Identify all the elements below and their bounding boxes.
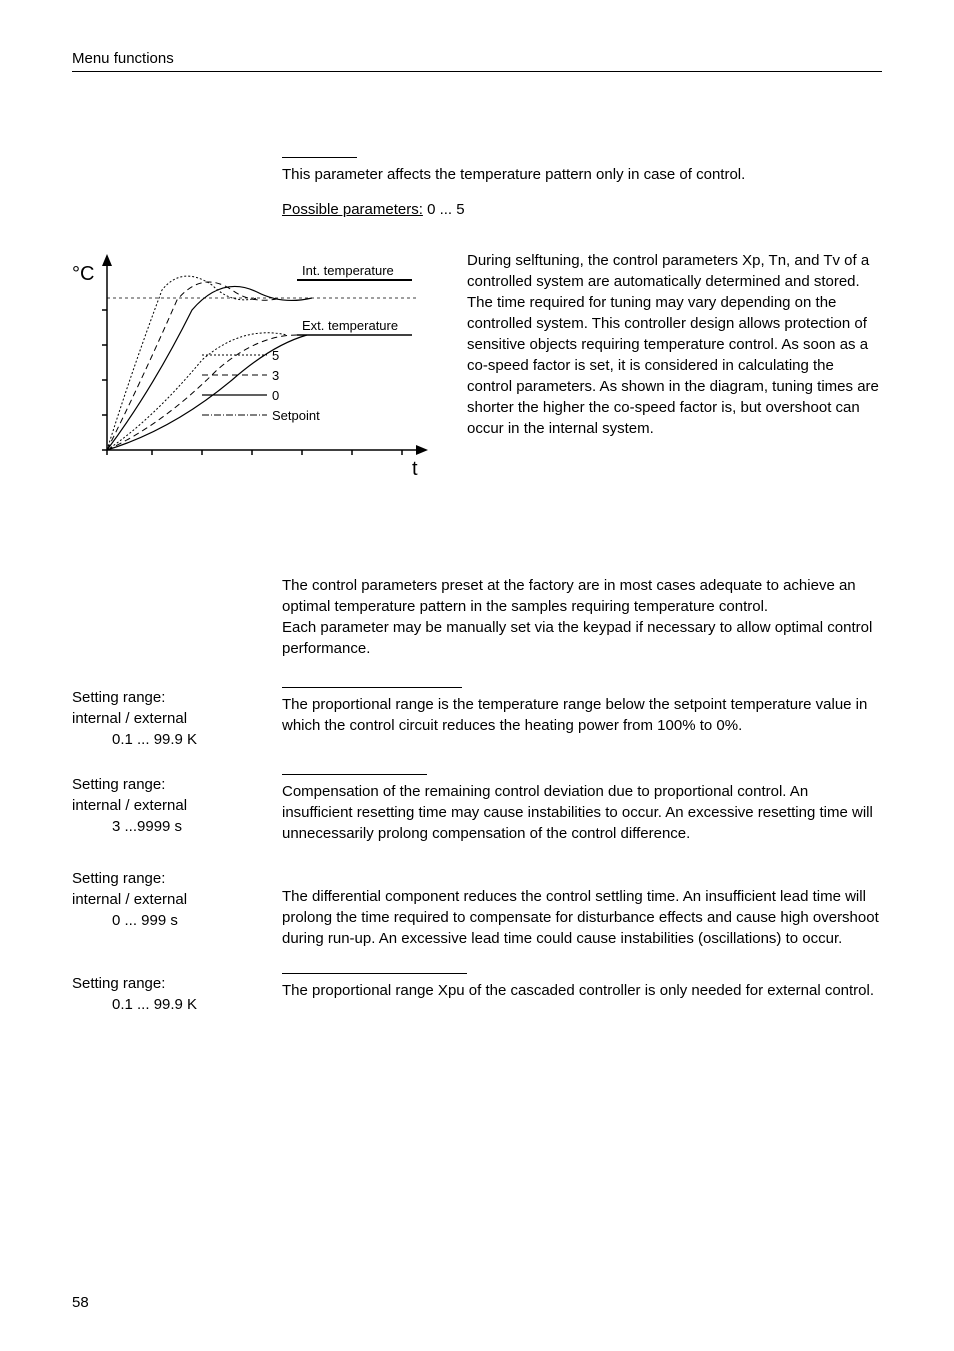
svg-text:°C: °C	[72, 263, 94, 285]
param-divider	[282, 687, 462, 688]
param-row: Setting range:internal / external0 ... 9…	[72, 868, 882, 949]
param-text: The proportional range is the temperatur…	[282, 694, 882, 736]
param-row: Setting range:0.1 ... 99.9 KThe proporti…	[72, 973, 882, 1015]
param-label-line2: internal / external	[72, 708, 282, 729]
intro-text: This parameter affects the temperature p…	[282, 164, 882, 185]
params-intro: The control parameters preset at the fac…	[282, 575, 882, 659]
param-content: Compensation of the remaining control de…	[282, 774, 882, 844]
param-label-line3: 0 ... 999 s	[72, 910, 282, 931]
possible-params-value: 0 ... 5	[423, 201, 465, 218]
intro-section: This parameter affects the temperature p…	[282, 157, 882, 220]
param-label-line1: Setting range:	[72, 687, 282, 708]
param-label-line3: 0.1 ... 99.9 K	[72, 729, 282, 750]
param-spacer	[282, 868, 882, 886]
possible-params-label: Possible parameters:	[282, 201, 423, 218]
chart: °C t Int. temperature Ext. temperature 5…	[72, 250, 442, 490]
param-divider	[282, 774, 427, 775]
params-intro-block: The control parameters preset at the fac…	[72, 575, 882, 659]
param-label-line2: internal / external	[72, 889, 282, 910]
svg-text:0: 0	[272, 388, 279, 403]
param-label: Setting range:internal / external0 ... 9…	[72, 868, 282, 949]
param-label: Setting range:internal / external0.1 ...…	[72, 687, 282, 750]
intro-divider	[282, 157, 357, 158]
param-label-line3: 0.1 ... 99.9 K	[72, 994, 282, 1015]
param-label: Setting range:internal / external3 ...99…	[72, 774, 282, 844]
chart-description: During selftuning, the control parameter…	[442, 250, 882, 490]
chart-row: °C t Int. temperature Ext. temperature 5…	[72, 250, 882, 490]
param-label: Setting range:0.1 ... 99.9 K	[72, 973, 282, 1015]
param-text: The proportional range Xpu of the cascad…	[282, 980, 882, 1001]
page-number: 58	[72, 1294, 89, 1311]
param-label-line1: Setting range:	[72, 868, 282, 889]
param-content: The proportional range is the temperatur…	[282, 687, 882, 750]
svg-text:t: t	[412, 458, 418, 480]
param-text: Compensation of the remaining control de…	[282, 781, 882, 844]
svg-text:3: 3	[272, 368, 279, 383]
param-label-line2: internal / external	[72, 795, 282, 816]
possible-params: Possible parameters: 0 ... 5	[282, 199, 882, 220]
param-label-line1: Setting range:	[72, 774, 282, 795]
param-content: The proportional range Xpu of the cascad…	[282, 973, 882, 1015]
header: Menu functions	[72, 50, 882, 72]
param-row: Setting range:internal / external3 ...99…	[72, 774, 882, 844]
svg-text:Int. temperature: Int. temperature	[302, 263, 394, 278]
param-text: The differential component reduces the c…	[282, 886, 882, 949]
svg-text:Setpoint: Setpoint	[272, 408, 320, 423]
param-content: The differential component reduces the c…	[282, 868, 882, 949]
param-divider	[282, 973, 467, 974]
svg-text:Ext. temperature: Ext. temperature	[302, 318, 398, 333]
param-row: Setting range:internal / external0.1 ...…	[72, 687, 882, 750]
param-label-line1: Setting range:	[72, 973, 282, 994]
param-label-line3: 3 ...9999 s	[72, 816, 282, 837]
